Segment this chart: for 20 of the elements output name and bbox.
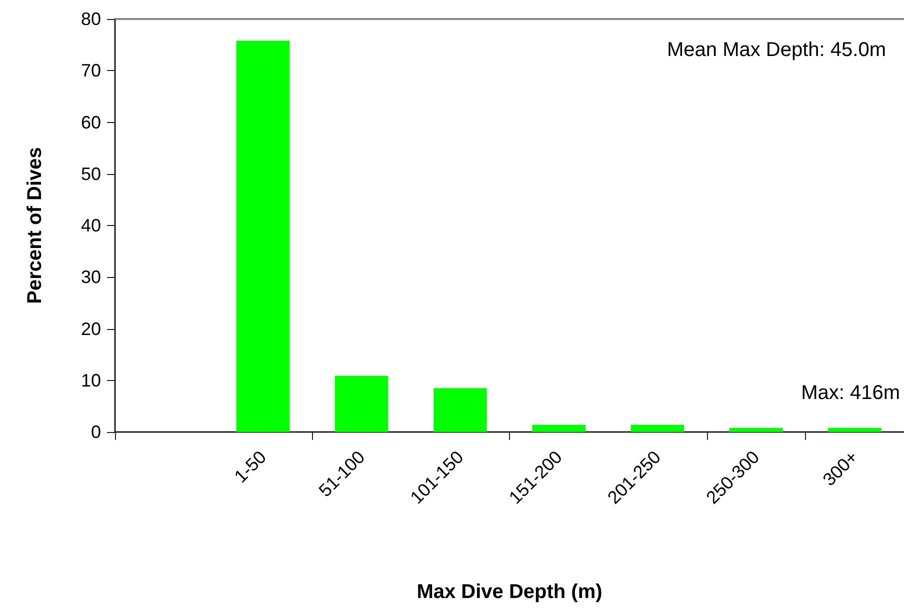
bar — [729, 428, 783, 432]
annotation: Mean Max Depth: 45.0m — [667, 39, 886, 61]
y-tick-label: 20 — [80, 318, 101, 339]
bar — [828, 428, 882, 432]
y-tick-label: 50 — [80, 164, 101, 184]
bar — [630, 424, 684, 432]
x-axis-title: Max Dive Depth (m) — [416, 581, 602, 603]
y-tick-label: 30 — [80, 267, 101, 288]
y-tick-label: 80 — [80, 9, 101, 29]
y-tick-label: 0 — [90, 422, 101, 442]
bar — [434, 388, 487, 432]
bar — [532, 424, 586, 432]
y-tick-label: 10 — [80, 370, 101, 390]
annotation: Max: 416m — [801, 382, 900, 404]
y-tick-label: 60 — [80, 112, 101, 132]
bar — [236, 40, 290, 432]
y-axis-title: Percent of Dives — [24, 147, 46, 304]
bar — [334, 376, 388, 432]
y-tick-label: 70 — [80, 60, 101, 81]
y-tick-label: 40 — [80, 216, 101, 236]
